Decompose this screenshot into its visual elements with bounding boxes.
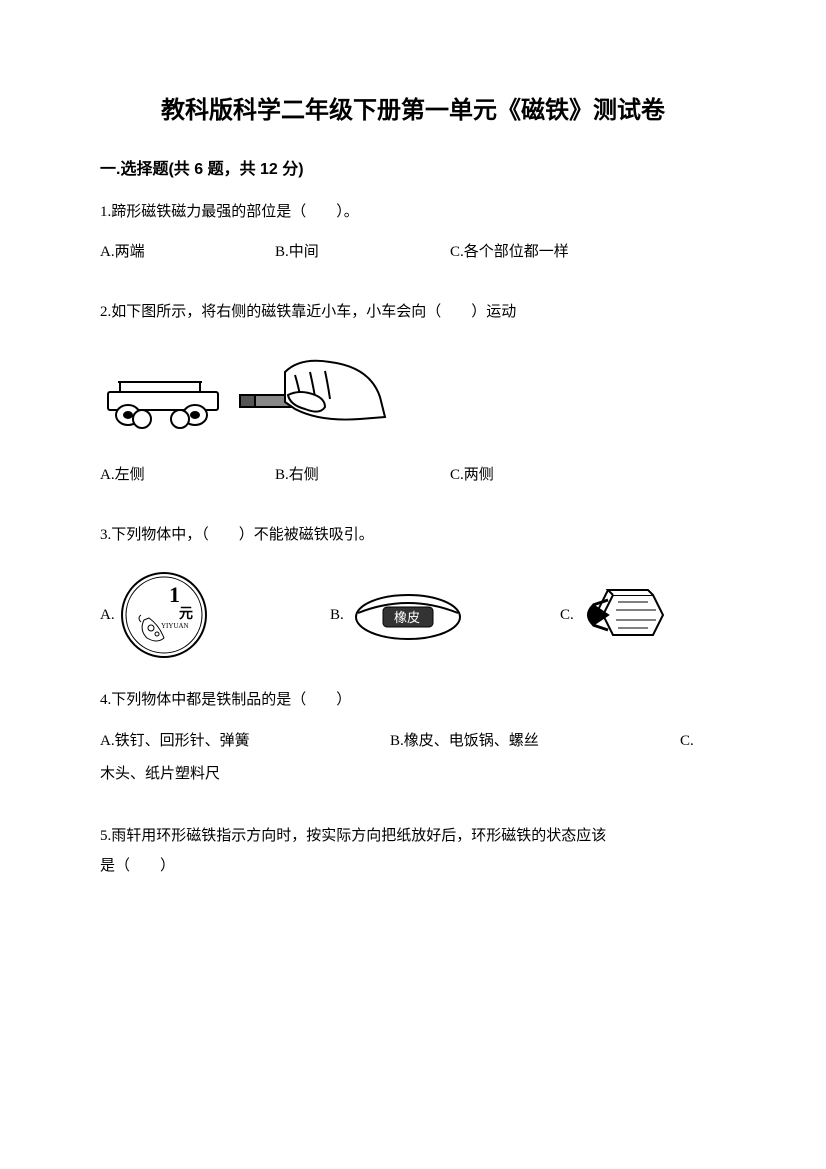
q4-text: 4.下列物体中都是铁制品的是（ ） — [100, 685, 726, 715]
question-3: 3.下列物体中，（ ）不能被磁铁吸引。 A. 1 元 YIYUAN B. — [100, 520, 726, 660]
question-1: 1.蹄形磁铁磁力最强的部位是（ ）。 A.两端 B.中间 C.各个部位都一样 — [100, 197, 726, 267]
q3-opt-b: B. 橡皮 — [330, 585, 560, 645]
q4-options: A.铁钉、回形针、弹簧 B.橡皮、电饭锅、螺丝 C. 木头、纸片塑料尺 — [100, 725, 726, 791]
q2-text: 2.如下图所示，将右侧的磁铁靠近小车，小车会向（ ）运动 — [100, 297, 726, 327]
q3-opt-c-letter: C. — [560, 600, 574, 630]
clip-icon — [578, 580, 678, 650]
q5-text-line2: 是（ ） — [100, 851, 726, 881]
q2-options: A.左侧 B.右侧 C.两侧 — [100, 460, 726, 490]
q3-opt-c: C. — [560, 580, 678, 650]
svg-text:1: 1 — [169, 582, 180, 607]
page-title: 教科版科学二年级下册第一单元《磁铁》测试卷 — [100, 90, 726, 125]
svg-text:元: 元 — [179, 606, 193, 622]
eraser-icon: 橡皮 — [348, 585, 468, 645]
question-5: 5.雨轩用环形磁铁指示方向时，按实际方向把纸放好后，环形磁铁的状态应该 是（ ） — [100, 821, 726, 881]
svg-text:橡皮: 橡皮 — [394, 610, 420, 625]
q4-opt-c: C. — [680, 725, 720, 758]
q3-text: 3.下列物体中，（ ）不能被磁铁吸引。 — [100, 520, 726, 550]
section-header: 一.选择题(共 6 题，共 12 分) — [100, 155, 726, 179]
q1-options: A.两端 B.中间 C.各个部位都一样 — [100, 237, 726, 267]
q2-opt-c: C.两侧 — [450, 460, 625, 490]
svg-text:YIYUAN: YIYUAN — [161, 622, 189, 630]
q1-opt-c: C.各个部位都一样 — [450, 237, 625, 267]
q2-opt-a: A.左侧 — [100, 460, 275, 490]
q4-opt-b: B.橡皮、电饭锅、螺丝 — [390, 725, 680, 758]
q1-text: 1.蹄形磁铁磁力最强的部位是（ ）。 — [100, 197, 726, 227]
q3-opt-a: A. 1 元 YIYUAN — [100, 570, 330, 660]
question-4: 4.下列物体中都是铁制品的是（ ） A.铁钉、回形针、弹簧 B.橡皮、电饭锅、螺… — [100, 685, 726, 791]
coin-icon: 1 元 YIYUAN — [119, 570, 209, 660]
q2-opt-b: B.右侧 — [275, 460, 450, 490]
q3-opt-a-letter: A. — [100, 600, 115, 630]
q3-opt-b-letter: B. — [330, 600, 344, 630]
q4-opt-a: A.铁钉、回形针、弹簧 — [100, 725, 390, 758]
q2-image — [100, 347, 726, 442]
q3-options: A. 1 元 YIYUAN B. — [100, 570, 726, 660]
q5-text-line1: 5.雨轩用环形磁铁指示方向时，按实际方向把纸放好后，环形磁铁的状态应该 — [100, 821, 726, 851]
q1-opt-a: A.两端 — [100, 237, 275, 267]
question-2: 2.如下图所示，将右侧的磁铁靠近小车，小车会向（ ）运动 — [100, 297, 726, 490]
q1-opt-b: B.中间 — [275, 237, 450, 267]
q4-opt-c-cont: 木头、纸片塑料尺 — [100, 758, 726, 791]
